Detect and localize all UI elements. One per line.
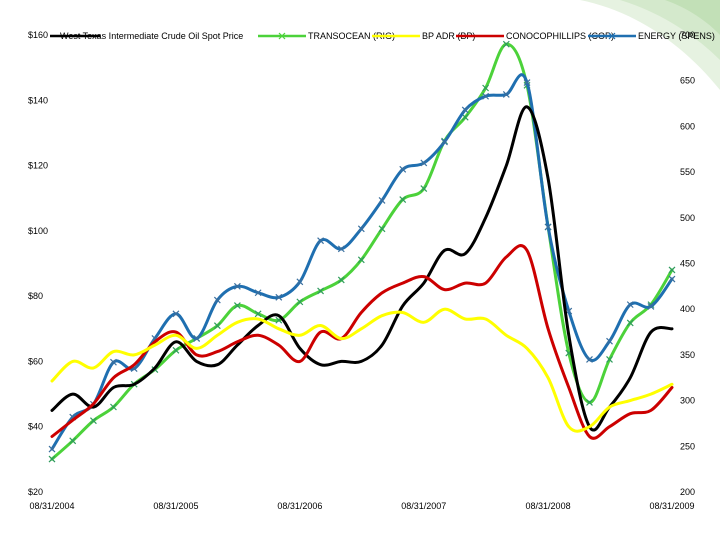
series-layer bbox=[48, 40, 676, 463]
left-axis-tick-label: $60 bbox=[28, 356, 43, 366]
data-point bbox=[606, 337, 613, 345]
legend-entry: TRANSOCEAN (RIG) bbox=[258, 31, 395, 41]
data-point bbox=[399, 165, 407, 173]
data-point bbox=[233, 302, 241, 309]
x-axis-tick-label: 08/31/2005 bbox=[153, 501, 198, 511]
legend-label: BP ADR (BP) bbox=[422, 31, 475, 41]
x-axis-tick-label: 08/31/2007 bbox=[401, 501, 446, 511]
data-point bbox=[502, 40, 510, 48]
data-point bbox=[317, 237, 325, 245]
data-point bbox=[357, 256, 365, 264]
data-point bbox=[172, 310, 180, 318]
data-point bbox=[317, 287, 325, 295]
data-point bbox=[668, 266, 676, 274]
data-point bbox=[606, 356, 613, 363]
data-point bbox=[482, 92, 490, 100]
data-point bbox=[89, 417, 97, 425]
right-axis-tick-label: 200 bbox=[680, 487, 695, 497]
data-point bbox=[502, 90, 510, 98]
legend-entry: CONOCOPHILLIPS (COP) bbox=[456, 31, 614, 41]
legend-label: TRANSOCEAN (RIG) bbox=[308, 31, 395, 41]
legend-entry: ENERGY (SPENS) bbox=[588, 31, 715, 41]
legend-entry: West Texas Intermediate Crude Oil Spot P… bbox=[50, 31, 243, 41]
data-point bbox=[213, 322, 221, 330]
series-2 bbox=[50, 307, 674, 433]
data-point bbox=[420, 185, 428, 192]
left-axis-tick-label: $140 bbox=[28, 95, 48, 105]
left-axis-tick-label: $80 bbox=[28, 291, 43, 301]
right-axis-tick-label: 700 bbox=[680, 30, 695, 40]
data-point bbox=[461, 106, 469, 114]
data-point bbox=[668, 275, 676, 283]
data-point bbox=[399, 196, 407, 203]
right-axis-tick-label: 600 bbox=[680, 121, 695, 131]
data-point bbox=[110, 403, 117, 411]
data-point bbox=[647, 303, 655, 310]
data-point bbox=[544, 223, 552, 231]
data-point bbox=[461, 113, 469, 121]
data-point bbox=[378, 225, 386, 233]
series-line bbox=[50, 307, 674, 433]
right-axis-tick-labels: 200 250 300 350 400 450 500 550 600 650 700 bbox=[680, 30, 695, 497]
data-point bbox=[296, 278, 304, 286]
data-point bbox=[523, 79, 531, 86]
data-point bbox=[357, 225, 365, 233]
right-axis-tick-label: 350 bbox=[680, 350, 695, 360]
left-axis-tick-labels: $20 $40 $60 $80 $100 $120 $140 $160 bbox=[28, 30, 48, 497]
series-3 bbox=[50, 244, 674, 440]
right-axis-tick-label: 300 bbox=[680, 396, 695, 406]
x-axis-tick-label: 08/31/2006 bbox=[277, 501, 322, 511]
left-axis-tick-label: $160 bbox=[28, 30, 48, 40]
series-4 bbox=[48, 73, 676, 453]
x-axis-tick-label: 08/31/2008 bbox=[526, 501, 571, 511]
right-axis-tick-label: 650 bbox=[680, 76, 695, 86]
legend: West Texas Intermediate Crude Oil Spot P… bbox=[50, 31, 715, 41]
data-point bbox=[69, 437, 77, 445]
legend-label: West Texas Intermediate Crude Oil Spot P… bbox=[60, 31, 243, 41]
data-point bbox=[420, 159, 428, 167]
legend-entry: BP ADR (BP) bbox=[372, 31, 475, 41]
data-point bbox=[172, 346, 180, 354]
data-point bbox=[626, 319, 634, 327]
x-axis-tick-label: 08/31/2004 bbox=[29, 501, 74, 511]
data-point bbox=[586, 356, 593, 363]
data-point bbox=[110, 358, 117, 366]
data-point bbox=[48, 445, 56, 453]
data-point bbox=[441, 138, 448, 146]
corner-decoration bbox=[580, 0, 720, 90]
left-axis-tick-label: $100 bbox=[28, 226, 48, 236]
right-axis-tick-label: 550 bbox=[680, 167, 695, 177]
right-axis-tick-label: 250 bbox=[680, 441, 695, 451]
series-line bbox=[50, 244, 674, 440]
data-point bbox=[296, 298, 304, 306]
left-axis-tick-label: $20 bbox=[28, 487, 43, 497]
legend-label: ENERGY (SPENS) bbox=[638, 31, 715, 41]
data-point bbox=[233, 282, 241, 290]
x-axis-tick-labels: 08/31/2004 08/31/2005 08/31/2006 08/31/2007… bbox=[29, 501, 694, 511]
x-axis-tick-label: 08/31/2009 bbox=[649, 501, 694, 511]
legend-label: CONOCOPHILLIPS (COP) bbox=[506, 31, 614, 41]
data-point bbox=[586, 399, 593, 406]
left-axis-tick-label: $40 bbox=[28, 422, 43, 432]
data-point bbox=[626, 301, 634, 309]
series-line bbox=[50, 105, 674, 432]
right-axis-tick-label: 500 bbox=[680, 213, 695, 223]
data-point bbox=[48, 455, 56, 463]
left-axis-tick-label: $120 bbox=[28, 161, 48, 171]
data-point bbox=[275, 293, 283, 301]
data-point bbox=[254, 310, 262, 318]
data-point bbox=[213, 296, 221, 304]
right-axis-tick-label: 400 bbox=[680, 304, 695, 314]
data-point bbox=[337, 245, 345, 253]
data-point bbox=[337, 276, 345, 284]
right-axis-tick-label: 450 bbox=[680, 259, 695, 269]
data-point bbox=[254, 289, 262, 297]
data-point bbox=[193, 335, 201, 342]
data-point bbox=[378, 197, 386, 204]
data-point bbox=[482, 84, 490, 92]
series-0 bbox=[50, 105, 674, 432]
